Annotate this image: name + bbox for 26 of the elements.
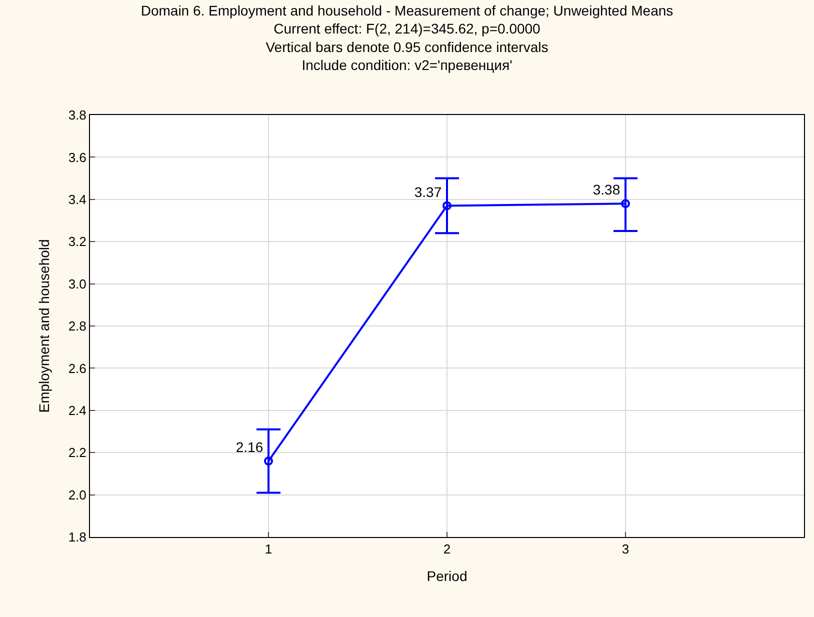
y-tick-label: 2.2: [68, 445, 86, 460]
x-tick-label: 3: [622, 542, 630, 557]
point: [621, 199, 630, 208]
y-tick-label: 2.0: [68, 487, 86, 502]
y-tick-label: 3.6: [68, 150, 86, 165]
data-label: 3.37: [414, 184, 442, 200]
y-axis-title: Employment and household: [36, 239, 52, 413]
x-tick-label: 1: [264, 542, 272, 557]
text: Vertical bars denote 0.95 confidence intervals: [266, 38, 548, 55]
y-tick-label: 2.4: [68, 402, 86, 418]
point: [264, 456, 273, 466]
point: [442, 201, 452, 210]
chart-subtitle: Current effect: F(2, 214)=345.62, p=0.0000: [274, 20, 541, 37]
y-tick-label: 2.8: [68, 318, 86, 334]
y-tick-label: 1.8: [68, 530, 86, 545]
y-tick-label: 3.2: [68, 234, 86, 250]
data-label: 2.16: [236, 439, 264, 456]
chart-title: Domain 6. Employment and household - Measurement of change; Unweighted Means: [140, 2, 674, 18]
y-tick-label: 3.8: [68, 108, 86, 123]
x-axis-title: Period: [426, 568, 468, 584]
y-tick-label: 3.4: [68, 192, 86, 207]
text: Include condition: v2='превенция': [302, 57, 512, 74]
y-tick-label: 2.6: [68, 360, 86, 376]
data-label: 3.38: [592, 182, 620, 198]
y-tick-label: 3.0: [68, 276, 86, 292]
x-tick-label: 2: [443, 542, 451, 557]
